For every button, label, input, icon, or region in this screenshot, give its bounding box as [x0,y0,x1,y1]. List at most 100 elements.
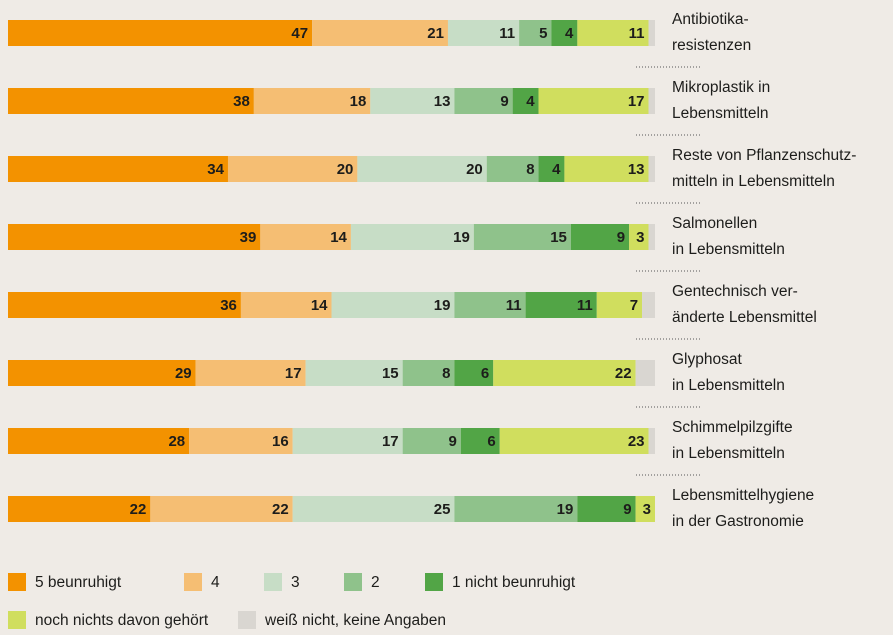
value-label: 11 [506,297,522,314]
bar-segment [253,88,371,114]
bar-segment [292,496,455,522]
bar-segment [512,88,539,114]
value-label: 11 [629,25,645,42]
value-label: 29 [175,365,192,382]
bar-segment [538,156,565,182]
legend-swatch [238,611,256,629]
value-label: 14 [330,229,347,246]
value-label: 4 [526,93,535,110]
value-label: 19 [557,501,574,518]
value-label: 4 [552,161,561,178]
value-label: 21 [427,25,444,42]
value-label: 25 [434,501,451,518]
value-label: 47 [291,25,308,42]
category-label: änderte Lebensmittel [672,309,817,326]
category-label: Reste von Pflanzenschutz- [672,147,856,164]
value-label: 14 [311,297,328,314]
value-label: 19 [434,297,451,314]
bar-segment [331,292,455,318]
bar-segment [629,224,649,250]
legend-label: weiß nicht, keine Angaben [264,612,446,629]
legend-label: 2 [371,574,380,591]
value-label: 28 [168,433,185,450]
value-label: 22 [272,501,289,518]
value-label: 22 [130,501,147,518]
category-label: Schimmelpilzgifte [672,419,793,436]
legend-label: 5 beunruhigt [35,574,122,591]
value-label: 15 [382,365,399,382]
value-label: 22 [615,365,632,382]
value-label: 7 [630,297,638,314]
bar-segment [648,224,655,250]
bar-segment [305,360,403,386]
value-label: 39 [240,229,257,246]
category-label: Antibiotika- [672,11,749,28]
value-label: 38 [233,93,250,110]
bar-segment [8,224,261,250]
bar-segment [370,88,455,114]
bar-segment [454,88,513,114]
legend-label: noch nichts davon gehört [35,612,209,629]
bar-segment [577,20,649,46]
value-label: 9 [617,229,625,246]
value-label: 13 [628,161,645,178]
bar-segment [596,292,643,318]
bar-segment [8,156,228,182]
bar-segment [493,360,636,386]
value-label: 4 [565,25,574,42]
value-label: 11 [499,25,515,42]
legend-swatch [8,611,26,629]
value-label: 17 [628,93,645,110]
bar-segment [648,88,655,114]
bar-segment [454,360,494,386]
bar-segment [648,156,655,182]
category-label: Glyphosat [672,351,742,368]
category-label: in Lebensmitteln [672,377,785,394]
bar-segment [350,224,474,250]
bar-segment [447,20,520,46]
bar-segment [635,360,655,386]
bar-segment [577,496,636,522]
value-label: 19 [453,229,470,246]
bar-segment [189,428,293,454]
value-label: 16 [272,433,289,450]
legend-swatch [264,573,282,591]
category-label: in der Gastronomie [672,513,804,530]
bar-segment [564,156,649,182]
bar-segment [227,156,358,182]
bar-segment [454,496,578,522]
legend-label: 3 [291,574,300,591]
value-label: 11 [577,297,593,314]
value-label: 3 [643,501,651,518]
bar-segment [8,428,190,454]
bar-segment [538,88,649,114]
value-label: 34 [207,161,224,178]
value-label: 18 [350,93,367,110]
legend-swatch [344,573,362,591]
bar-segment [648,20,655,46]
category-label: Lebensmittelhygiene [672,487,814,504]
category-label: in Lebensmitteln [672,241,785,258]
category-label: Lebensmitteln [672,105,769,122]
category-label: in Lebensmitteln [672,445,785,462]
value-label: 15 [550,229,567,246]
legend-swatch [184,573,202,591]
value-label: 8 [442,365,450,382]
bar-segment [357,156,487,182]
value-label: 9 [500,93,508,110]
bar-segment [499,428,649,454]
bar-segment [8,292,241,318]
value-label: 17 [382,433,399,450]
bar-segment [402,428,461,454]
bar-segment [473,224,571,250]
value-label: 17 [285,365,302,382]
bar-segment [648,428,655,454]
bar-segment [642,292,655,318]
value-label: 6 [481,365,489,382]
value-label: 5 [539,25,547,42]
bar-segment [292,428,403,454]
value-label: 20 [337,161,354,178]
value-label: 9 [449,433,457,450]
